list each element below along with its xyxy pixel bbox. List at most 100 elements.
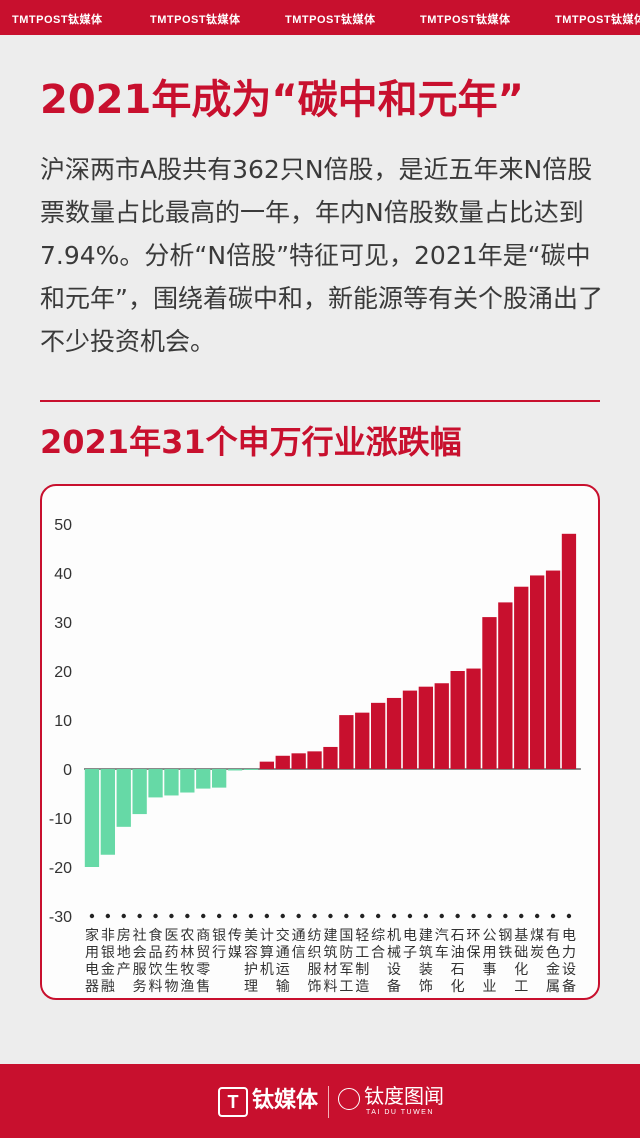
x-category-label: 合: [371, 945, 385, 961]
x-tick-mark: [455, 913, 460, 919]
x-category-label: 工: [514, 979, 528, 995]
x-category-label: 美: [244, 928, 258, 944]
x-category-label: 商: [196, 928, 210, 944]
bar: [227, 769, 243, 771]
bar: [482, 617, 497, 769]
top-brand-bar: TMTPOST钛媒体 TMTPOST钛媒体 TMTPOST钛媒体 TMTPOST…: [0, 0, 640, 35]
bar: [450, 671, 465, 769]
x-category-label: 材: [323, 962, 337, 978]
bar: [291, 753, 306, 769]
x-category-label: 媒: [228, 945, 242, 961]
x-category-label: 业: [482, 979, 496, 995]
x-category-label: 汽: [435, 928, 449, 944]
x-tick-mark: [503, 913, 508, 919]
bar: [307, 751, 322, 769]
x-category-label: 工: [355, 945, 369, 961]
bar: [386, 697, 402, 769]
bar: [275, 755, 290, 769]
x-category-label: 金: [101, 962, 115, 978]
x-category-label: 渔: [180, 979, 194, 995]
x-category-label: 建: [323, 928, 337, 944]
brand-watermark: TMTPOST钛媒体: [150, 14, 241, 26]
x-category-label: 础: [514, 945, 528, 961]
footer-bar: [0, 1064, 640, 1138]
x-category-label: 品: [149, 945, 163, 961]
x-category-label: 物: [164, 979, 178, 995]
bar: [116, 769, 131, 827]
y-tick-label: 50: [54, 517, 72, 534]
x-category-label: 公: [482, 928, 496, 944]
x-category-label: 交: [276, 927, 290, 944]
x-category-label: 用: [482, 945, 496, 961]
x-category-label: 环: [467, 928, 481, 944]
x-category-label: 工: [339, 979, 353, 995]
bar: [434, 683, 449, 769]
x-category-label: 色: [546, 944, 560, 961]
x-tick-mark: [169, 913, 174, 919]
x-category-label: 机: [387, 928, 401, 944]
x-category-label: 备: [562, 978, 576, 995]
x-category-label: 有: [546, 928, 560, 944]
x-category-label: 医: [164, 928, 178, 944]
x-category-label: 保: [467, 945, 481, 961]
x-tick-mark: [105, 913, 111, 919]
brand-name: 钛媒体: [252, 1088, 319, 1113]
y-tick-label: -20: [49, 860, 72, 877]
x-category-label: 事: [482, 962, 496, 978]
brand-watermark: TMTPOST钛媒体: [285, 14, 376, 26]
y-tick-label: 30: [54, 615, 72, 632]
x-category-label: 务: [133, 979, 147, 995]
bar: [132, 769, 147, 815]
x-tick-mark: [360, 913, 365, 919]
x-tick-mark: [248, 913, 254, 919]
x-category-label: 药: [164, 945, 178, 961]
bar: [148, 769, 163, 798]
bar: [100, 769, 115, 855]
x-category-label: 备: [387, 978, 401, 995]
x-category-label: 行: [212, 945, 226, 961]
bar: [498, 602, 513, 769]
x-category-label: 煤: [530, 928, 544, 944]
x-category-label: 设: [387, 962, 401, 978]
x-category-label: 器: [85, 979, 99, 995]
brand-watermark: TMTPOST钛媒体: [12, 14, 103, 26]
bar: [196, 769, 211, 789]
x-tick-mark: [296, 913, 301, 919]
x-tick-mark: [89, 913, 95, 919]
x-category-label: 服: [308, 962, 322, 978]
x-category-label: 贸: [196, 945, 210, 961]
x-category-label: 防: [339, 945, 353, 961]
bar: [418, 686, 433, 769]
x-tick-mark: [391, 913, 397, 919]
y-tick-label: 40: [54, 566, 72, 583]
chart-frame: 50 40 30 20 10 0 -10 -20 -30 家用电器非银金融房地产社会服务食品饮料医…: [40, 484, 600, 1000]
bar: [339, 715, 354, 769]
x-category-label: 力: [562, 945, 576, 961]
x-tick-mark: [137, 913, 142, 919]
y-tick-label: 0: [63, 762, 72, 779]
x-category-label: 农: [180, 928, 194, 944]
x-category-label: 铁: [498, 945, 512, 961]
x-category-label: 军: [339, 962, 353, 978]
x-category-label: 炭: [530, 945, 544, 961]
x-tick-mark: [375, 913, 381, 919]
x-category-label: 子: [403, 945, 417, 961]
sub-brand-name: 钛度图闻: [364, 1084, 444, 1108]
x-category-label: 零: [196, 962, 210, 978]
x-category-label: 石: [451, 962, 465, 978]
x-category-label: 械: [387, 945, 401, 961]
x-tick-mark: [232, 913, 238, 919]
x-category-label: 装: [419, 962, 433, 978]
x-category-label: 银: [212, 928, 226, 944]
x-tick-mark: [280, 913, 285, 919]
x-tick-mark: [534, 913, 540, 919]
brand-watermark: TMTPOST钛媒体: [420, 14, 511, 26]
x-category-label: 料: [323, 979, 337, 995]
x-tick-mark: [344, 913, 349, 919]
x-tick-mark: [519, 913, 524, 919]
x-category-label: 牧: [180, 962, 194, 978]
x-category-label: 服: [133, 962, 147, 978]
x-category-label: 会: [133, 945, 147, 961]
bar: [402, 690, 418, 769]
bar: [514, 586, 529, 769]
